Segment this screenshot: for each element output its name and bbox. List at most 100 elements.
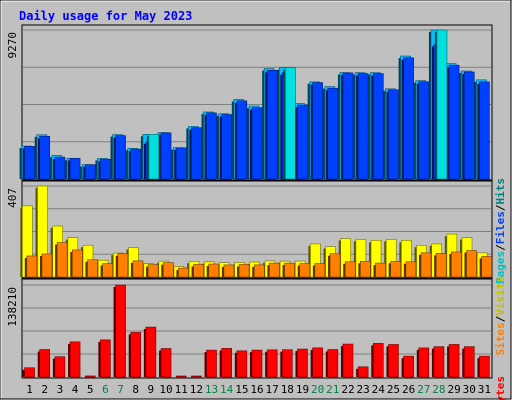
bar-sites-day-27 (419, 252, 432, 278)
bar-files-day-21 (325, 87, 339, 180)
bar-files-day-8 (128, 148, 142, 180)
bar-files-day-7 (113, 135, 126, 180)
bar-kbytes-day-7 (113, 284, 126, 378)
panel-kbytes: 138210 KBytes (6, 278, 507, 400)
bar-files-day-26 (401, 57, 414, 180)
bar-kbytes-day-8 (128, 332, 142, 378)
bar-kbytes-day-17 (265, 349, 278, 378)
bar-files-day-10 (159, 132, 172, 180)
bar-sites-day-30 (464, 250, 477, 278)
x-tick-label-day-23: 23 (357, 383, 370, 396)
panel-visits: 407 Sites/Visits (6, 180, 507, 356)
bar-kbytes-day-5 (84, 375, 96, 378)
panel-hits-legend: Pages/Files/Hits (494, 178, 507, 284)
x-tick-label-day-10: 10 (159, 383, 172, 396)
x-tick-label-day-24: 24 (372, 383, 386, 396)
bar-sites-day-22 (343, 261, 356, 278)
panel-hits-ymax-label: 9270 (6, 32, 19, 59)
bar-kbytes-day-4 (68, 341, 81, 378)
legend-files: Files (494, 211, 507, 244)
bar-files-day-20 (310, 82, 323, 180)
bar-sites-day-16 (252, 264, 265, 278)
x-tick-label-day-15: 15 (235, 383, 248, 396)
legend-visits: Visits (494, 276, 507, 316)
bar-files-day-30 (462, 71, 475, 180)
x-tick-label-day-17: 17 (266, 383, 279, 396)
x-tick-label-day-12: 12 (190, 383, 203, 396)
x-tick-label-day-4: 4 (72, 383, 79, 396)
legend-kbytes: KBytes (494, 376, 507, 400)
bar-files-day-4 (68, 158, 81, 180)
bar-sites-day-28 (434, 252, 447, 278)
bar-sites-day-8 (130, 260, 144, 278)
bar-sites-day-12 (191, 264, 204, 278)
x-tick-label-day-14: 14 (220, 383, 234, 396)
bar-files-day-1 (22, 146, 35, 180)
x-tick-label-day-8: 8 (132, 383, 139, 396)
x-tick-label-day-7: 7 (117, 383, 124, 396)
bar-sites-day-1 (24, 255, 38, 278)
bar-sites-day-2 (39, 253, 53, 278)
bar-sites-day-31 (479, 256, 492, 278)
bar-sites-day-25 (388, 261, 402, 278)
bar-sites-day-15 (237, 264, 250, 278)
panel-visits-ymax-label: 407 (6, 188, 19, 208)
bar-files-day-3 (52, 156, 66, 180)
bar-kbytes-day-31 (477, 355, 490, 378)
bar-pages-day-18 (283, 67, 296, 180)
x-tick-label-day-9: 9 (148, 383, 155, 396)
x-tick-label-day-11: 11 (175, 383, 188, 396)
bar-files-day-11 (174, 147, 187, 180)
bar-pages-day-9 (146, 134, 160, 180)
bar-sites-day-23 (358, 261, 371, 278)
x-tick-label-day-13: 13 (205, 383, 218, 396)
bar-sites-day-11 (176, 267, 189, 278)
bar-sites-day-24 (373, 262, 386, 278)
bar-sites-day-3 (55, 242, 68, 278)
bar-kbytes-day-25 (386, 344, 399, 378)
bar-kbytes-day-24 (371, 343, 384, 378)
x-tick-label-day-16: 16 (250, 383, 263, 396)
x-tick-label-day-31: 31 (478, 383, 491, 396)
chart-title: Daily usage for May 2023 (19, 9, 192, 23)
bar-files-day-27 (416, 81, 430, 180)
bar-kbytes-day-6 (98, 339, 111, 378)
bar-files-day-29 (447, 64, 460, 180)
bar-sites-day-29 (449, 251, 462, 278)
bar-kbytes-day-26 (401, 355, 414, 378)
bar-files-day-6 (98, 158, 111, 180)
panel-hits: 9270 Pages/Files/Hits (6, 24, 507, 284)
bar-kbytes-day-13 (204, 349, 217, 378)
bar-kbytes-day-21 (325, 349, 339, 378)
legend-hits: Hits (494, 178, 507, 205)
x-tick-label-day-29: 29 (447, 383, 460, 396)
bar-sites-day-4 (70, 249, 83, 278)
x-axis-day-labels: 1 2 3 4 5 6 7 8 9 10 11 12 13 14 15 16 17 18 19 20 21 22 23 24 2… (26, 383, 491, 396)
bar-sites-day-6 (100, 263, 113, 278)
bar-files-day-17 (265, 70, 278, 180)
bar-kbytes-day-23 (356, 366, 369, 378)
bar-kbytes-day-9 (143, 326, 157, 378)
x-tick-label-day-18: 18 (281, 383, 294, 396)
bar-files-day-14 (219, 114, 232, 180)
panel-kbytes-ymax-label: 138210 (6, 287, 19, 327)
x-tick-label-day-5: 5 (87, 383, 94, 396)
bar-kbytes-day-27 (416, 347, 430, 378)
x-tick-label-day-21: 21 (326, 383, 339, 396)
bar-files-day-12 (189, 127, 202, 180)
bar-kbytes-day-22 (340, 343, 354, 378)
bar-sites-day-18 (282, 262, 295, 278)
bar-files-day-15 (234, 100, 248, 180)
bar-files-day-5 (83, 164, 96, 180)
x-tick-label-day-1: 1 (26, 383, 33, 396)
bar-sites-day-20 (312, 263, 326, 278)
bar-sites-day-5 (85, 259, 98, 278)
x-tick-label-day-20: 20 (311, 383, 324, 396)
bar-kbytes-day-11 (175, 375, 187, 378)
bar-files-day-23 (356, 73, 369, 180)
bar-kbytes-day-14 (219, 348, 232, 378)
x-tick-label-day-28: 28 (432, 383, 445, 396)
x-tick-label-day-19: 19 (296, 383, 309, 396)
bar-sites-day-19 (297, 263, 311, 278)
